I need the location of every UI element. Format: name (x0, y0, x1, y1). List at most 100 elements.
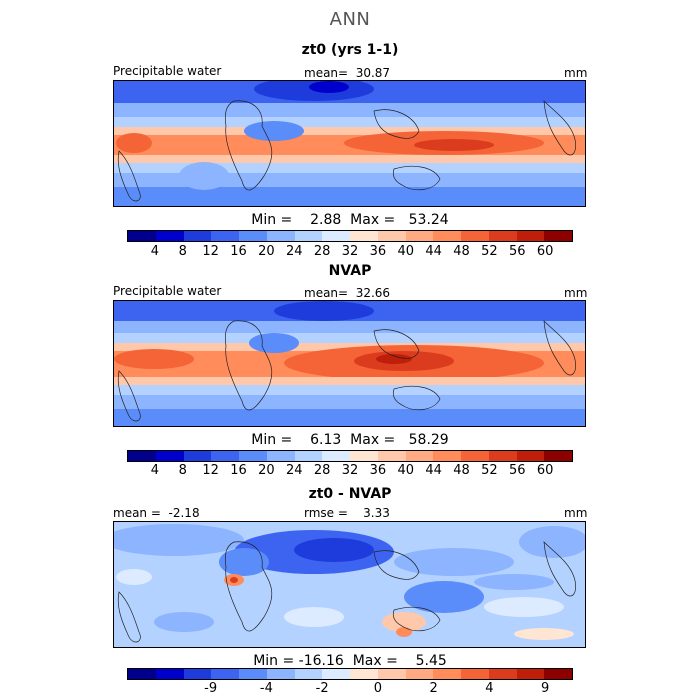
panel-2-mean-label: mean= 32.66 (304, 286, 391, 300)
colorbar-swatch (239, 669, 267, 679)
colorbar-swatch (183, 669, 212, 679)
colorbar-tick-label: 60 (536, 244, 554, 259)
colorbar-tick-label: 16 (230, 244, 247, 259)
colorbar-swatch (211, 451, 239, 461)
colorbar-tick-label: 32 (341, 463, 359, 478)
colorbar-swatch (488, 669, 517, 679)
panel-2-title: NVAP (328, 263, 372, 279)
colorbar-swatch (516, 451, 545, 461)
colorbar-tick-label: -2 (315, 681, 329, 696)
panel-2-minmax: Min = 6.13 Max = 58.29 (251, 432, 449, 448)
colorbar-tick-label: -4 (259, 681, 273, 696)
panel-1-map-svg (114, 81, 585, 206)
colorbar-tick-label: 4 (150, 463, 160, 478)
colorbar-swatch (350, 231, 378, 241)
panel-3-title: zt0 - NVAP (308, 486, 392, 502)
colorbar-tick-label: 28 (313, 244, 331, 259)
colorbar-tick-label: 12 (202, 244, 219, 259)
colorbar-swatch (266, 451, 295, 461)
colorbar-tick-label: 52 (481, 244, 498, 259)
colorbar-swatch (128, 451, 156, 461)
colorbar-tick-label: 20 (258, 244, 275, 259)
panel-3-rmse-label: rmse = 3.33 (304, 506, 390, 520)
colorbar-swatch (544, 231, 572, 241)
colorbar-swatch (405, 669, 434, 679)
panel-2-colorbar-ticks: 4 8 12 16 20 24 28 32 36 40 44 48 52 56 60 (127, 463, 573, 479)
panel-2-map-svg (114, 301, 585, 426)
panel-1-title: zt0 (yrs 1-1) (301, 42, 399, 58)
colorbar-swatch (405, 451, 434, 461)
colorbar-tick-label: 56 (508, 244, 526, 259)
colorbar-tick-label: 24 (285, 463, 303, 478)
colorbar-swatch (377, 451, 406, 461)
colorbar-tick-label: 36 (369, 244, 387, 259)
colorbar-swatch (155, 669, 184, 679)
colorbar-swatch (322, 451, 350, 461)
panel-3-map (113, 521, 586, 648)
colorbar-swatch (516, 669, 545, 679)
colorbar-tick-label: 40 (397, 244, 415, 259)
colorbar-swatch (322, 669, 350, 679)
colorbar-tick-label: 44 (425, 463, 442, 478)
colorbar-tick-label: 8 (178, 463, 187, 478)
colorbar-swatch (461, 669, 489, 679)
colorbar-swatch (239, 451, 267, 461)
colorbar-swatch (322, 231, 350, 241)
panel-1-colorbar-ticks: 4 8 12 16 20 24 28 32 36 40 44 48 52 56 60 (127, 244, 573, 260)
colorbar-swatch (544, 669, 572, 679)
colorbar-tick-label: 44 (425, 244, 442, 259)
colorbar-swatch (211, 231, 239, 241)
panel-2-map (113, 300, 586, 427)
panel-2-variable-label: Precipitable water (113, 284, 222, 298)
colorbar-tick-label: 9 (540, 681, 550, 696)
colorbar-tick-label: 28 (313, 463, 331, 478)
colorbar-swatch (155, 451, 184, 461)
colorbar-swatch (544, 451, 572, 461)
colorbar-swatch (128, 231, 156, 241)
panel-3-mean-label: mean = -2.18 (113, 506, 200, 520)
colorbar-swatch (433, 669, 461, 679)
panel-1-units-label: mm (564, 66, 588, 80)
colorbar-tick-label: 60 (536, 463, 554, 478)
colorbar-swatch (350, 451, 378, 461)
figure-title: ANN (329, 9, 371, 30)
colorbar-tick-label: 52 (481, 463, 498, 478)
panel-3-colorbar (127, 668, 573, 680)
panel-1-mean-label: mean= 30.87 (304, 66, 391, 80)
colorbar-tick-label: 56 (508, 463, 526, 478)
colorbar-tick-label: 0 (373, 681, 383, 696)
colorbar-tick-label: 48 (453, 244, 470, 259)
colorbar-swatch (294, 451, 323, 461)
colorbar-swatch (377, 669, 406, 679)
colorbar-swatch (377, 231, 406, 241)
colorbar-swatch (433, 451, 461, 461)
colorbar-tick-label: 2 (429, 681, 438, 696)
panel-3-map-svg (114, 522, 585, 647)
colorbar-tick-label: 40 (397, 463, 415, 478)
panel-1-map (113, 80, 586, 207)
colorbar-swatch (488, 231, 517, 241)
colorbar-tick-label: 36 (369, 463, 387, 478)
colorbar-tick-label: 4 (485, 681, 494, 696)
colorbar-swatch (183, 451, 212, 461)
colorbar-swatch (433, 231, 461, 241)
panel-3-colorbar-ticks: -9 -4 -2 0 2 4 9 (127, 681, 573, 697)
colorbar-tick-label: 20 (258, 463, 275, 478)
panel-1-minmax: Min = 2.88 Max = 53.24 (251, 212, 449, 228)
colorbar-tick-label: 32 (341, 244, 359, 259)
colorbar-tick-label: -9 (204, 681, 218, 696)
panel-3-minmax: Min = -16.16 Max = 5.45 (253, 653, 447, 669)
colorbar-tick-label: 12 (202, 463, 219, 478)
panel-2-units-label: mm (564, 286, 588, 300)
panel-1-colorbar (127, 230, 573, 242)
panel-2-colorbar (127, 450, 573, 462)
colorbar-swatch (405, 231, 434, 241)
colorbar-tick-label: 16 (230, 463, 247, 478)
colorbar-tick-label: 8 (178, 244, 187, 259)
colorbar-swatch (461, 231, 489, 241)
colorbar-swatch (294, 231, 323, 241)
colorbar-swatch (239, 231, 267, 241)
colorbar-tick-label: 24 (285, 244, 303, 259)
colorbar-swatch (350, 669, 378, 679)
colorbar-swatch (488, 451, 517, 461)
